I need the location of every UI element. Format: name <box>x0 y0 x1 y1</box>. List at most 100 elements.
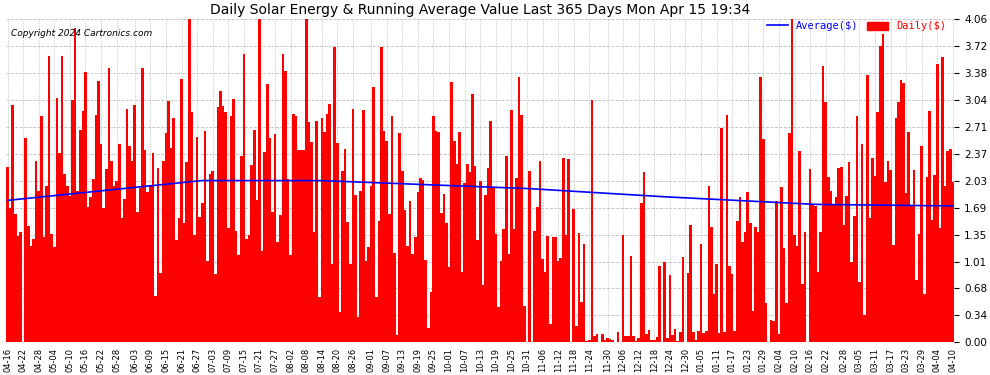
Bar <box>785 303 788 342</box>
Bar <box>809 169 812 342</box>
Bar <box>539 160 542 342</box>
Bar <box>364 261 367 342</box>
Bar <box>633 336 635 342</box>
Bar <box>788 133 791 342</box>
Bar <box>246 240 248 342</box>
Bar <box>474 166 476 342</box>
Bar <box>175 240 177 342</box>
Bar <box>308 122 310 342</box>
Bar <box>551 237 554 342</box>
Bar <box>943 186 946 342</box>
Bar <box>830 191 833 342</box>
Bar <box>455 164 458 342</box>
Bar <box>253 130 255 342</box>
Bar <box>295 116 297 342</box>
Bar <box>46 186 48 342</box>
Bar <box>105 170 108 342</box>
Bar <box>276 242 279 342</box>
Bar <box>170 148 172 342</box>
Bar <box>863 315 866 342</box>
Bar <box>68 196 71 342</box>
Bar <box>414 237 417 342</box>
Bar <box>359 191 362 342</box>
Bar <box>929 111 931 342</box>
Bar <box>427 328 430 342</box>
Bar <box>110 162 113 342</box>
Bar <box>412 254 414 342</box>
Bar <box>801 284 804 342</box>
Bar <box>302 150 305 342</box>
Bar <box>796 246 798 342</box>
Bar <box>879 46 881 342</box>
Bar <box>271 211 274 342</box>
Bar <box>425 260 427 342</box>
Bar <box>250 165 253 342</box>
Bar <box>835 198 838 342</box>
Bar <box>723 332 726 342</box>
Bar <box>825 102 827 342</box>
Bar <box>468 171 471 342</box>
Bar <box>764 303 767 342</box>
Bar <box>238 255 240 342</box>
Bar <box>396 335 398 342</box>
Bar <box>713 294 716 342</box>
Bar <box>287 179 289 342</box>
Bar <box>827 177 830 342</box>
Bar <box>212 171 214 342</box>
Bar <box>94 116 97 342</box>
Bar <box>144 150 147 342</box>
Bar <box>513 229 516 342</box>
Bar <box>260 251 263 342</box>
Bar <box>866 75 868 342</box>
Bar <box>759 77 762 342</box>
Bar <box>770 321 772 342</box>
Bar <box>191 111 193 342</box>
Bar <box>305 0 308 342</box>
Bar <box>716 264 718 342</box>
Bar <box>497 307 500 342</box>
Bar <box>731 274 734 342</box>
Bar <box>546 236 549 342</box>
Bar <box>625 336 627 342</box>
Bar <box>25 138 27 342</box>
Bar <box>48 56 50 342</box>
Bar <box>134 105 136 342</box>
Bar <box>263 152 266 342</box>
Bar <box>388 214 391 342</box>
Bar <box>918 234 921 342</box>
Bar <box>819 232 822 342</box>
Bar <box>697 331 700 342</box>
Bar <box>681 257 684 342</box>
Bar <box>219 91 222 342</box>
Bar <box>743 231 746 342</box>
Bar <box>331 264 334 342</box>
Bar <box>55 98 58 342</box>
Bar <box>40 117 43 342</box>
Bar <box>266 84 268 342</box>
Bar <box>193 234 196 342</box>
Bar <box>214 274 217 342</box>
Bar <box>783 249 785 342</box>
Bar <box>27 226 30 342</box>
Bar <box>640 203 643 342</box>
Bar <box>300 150 302 342</box>
Bar <box>84 72 87 342</box>
Bar <box>910 205 913 342</box>
Bar <box>655 337 658 342</box>
Bar <box>842 225 845 342</box>
Bar <box>881 34 884 342</box>
Bar <box>450 82 453 342</box>
Bar <box>777 334 780 342</box>
Bar <box>577 233 580 342</box>
Bar <box>838 168 840 342</box>
Bar <box>679 332 681 342</box>
Bar <box>354 195 356 342</box>
Bar <box>339 312 342 342</box>
Bar <box>12 105 14 342</box>
Bar <box>554 237 556 342</box>
Bar <box>775 201 777 342</box>
Bar <box>874 176 876 342</box>
Bar <box>845 196 847 342</box>
Bar <box>313 232 315 342</box>
Bar <box>921 147 923 342</box>
